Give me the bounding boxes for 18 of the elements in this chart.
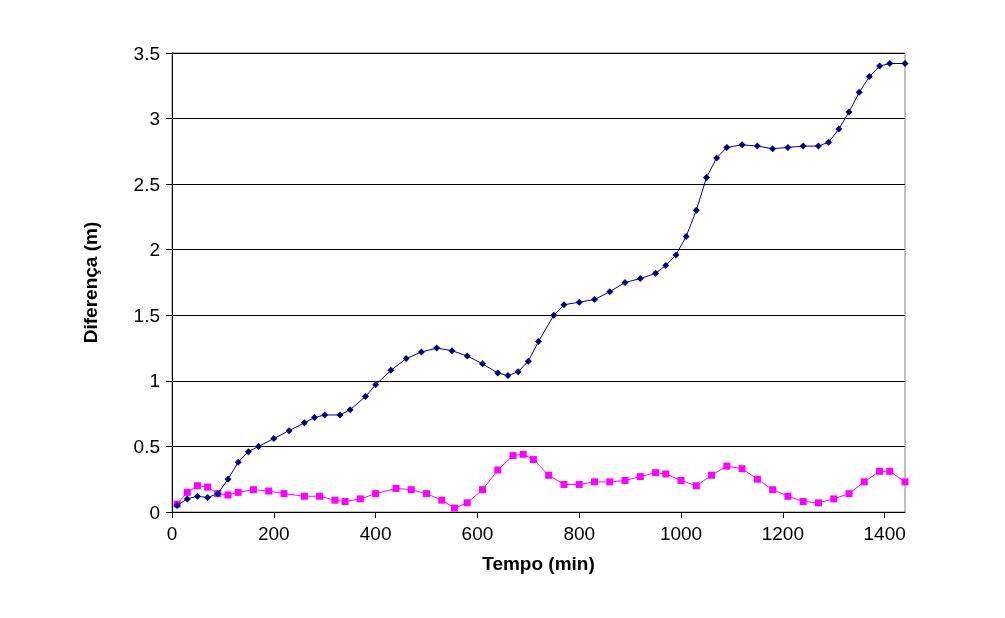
y-tick-label: 3.5 (133, 42, 160, 64)
y-tick-label: 1 (149, 370, 160, 392)
x-tick-label: 400 (359, 523, 392, 544)
x-tick-label: 600 (461, 523, 494, 544)
y-tick-label: 1.5 (133, 304, 160, 326)
x-tick-label: 1000 (659, 523, 703, 544)
x-tick-label: 1400 (863, 523, 906, 544)
x-tick-label: 200 (257, 523, 290, 544)
y-axis-title: Diferença (m) (80, 221, 101, 344)
y-tick-label: 0 (149, 501, 160, 523)
y-tick-label: 0.5 (133, 435, 160, 457)
x-tick-label: 800 (563, 523, 596, 544)
y-tick-label: 3 (149, 108, 160, 130)
y-tick-label: 2 (149, 239, 160, 261)
x-axis-title: Tempo (min) (482, 553, 595, 574)
x-tick-label: 1200 (761, 523, 804, 544)
y-tick-label: 2.5 (133, 173, 160, 195)
x-tick-label: 0 (166, 523, 178, 544)
